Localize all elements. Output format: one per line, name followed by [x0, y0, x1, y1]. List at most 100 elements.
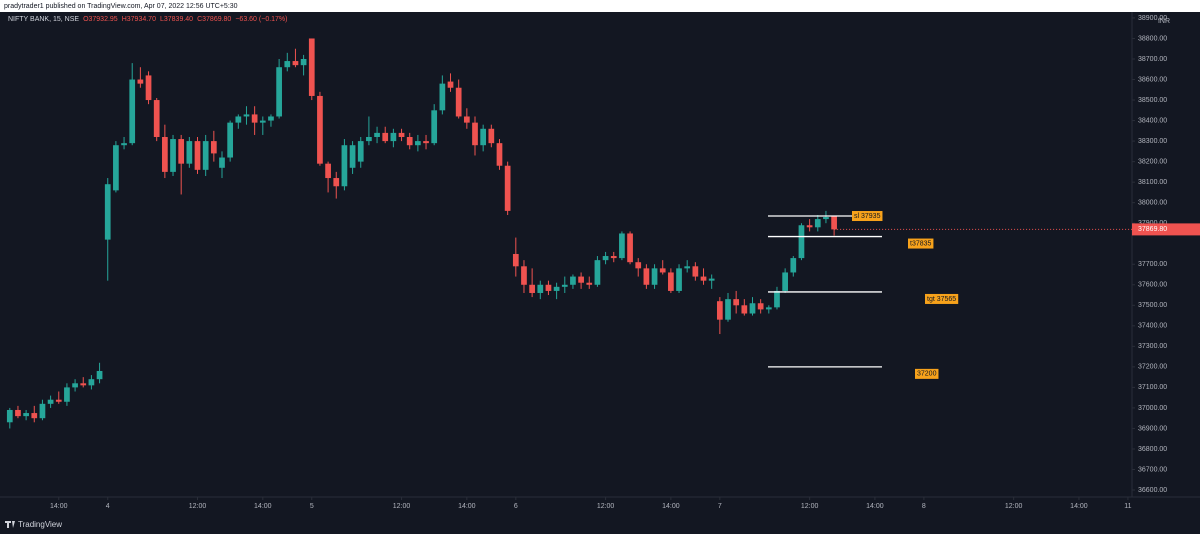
candle-body [300, 59, 307, 66]
candle-body [708, 278, 715, 281]
candle-body [243, 114, 250, 117]
candle-body [627, 233, 633, 263]
candle-body [349, 145, 356, 168]
x-tick-label: 14:00 [1070, 503, 1088, 510]
last-price-tag [1132, 223, 1200, 236]
footer-bar [0, 515, 1200, 534]
candle-body [64, 387, 70, 402]
candle-body [194, 141, 201, 170]
candle-body [202, 141, 209, 170]
y-tick-label: 38800.00 [1138, 35, 1167, 42]
y-tick-label: 37000.00 [1138, 405, 1167, 412]
candle-body [725, 299, 731, 320]
level-label-bg [915, 368, 939, 379]
candle-body [455, 87, 462, 117]
candle-body [398, 132, 405, 137]
publisher-text: pradytrader1 published on TradingView.co… [4, 3, 238, 10]
x-tick-label: 12:00 [801, 503, 819, 510]
x-tick-label: 4 [106, 503, 110, 510]
candle-body [325, 163, 331, 179]
candle-body [153, 100, 160, 137]
level-label: t37835 [910, 240, 932, 247]
legend-change: −63.60 (−0.17%) [235, 16, 287, 23]
candle-body [504, 165, 511, 211]
x-tick-label: 14:00 [50, 503, 68, 510]
candle-body [619, 233, 625, 259]
y-tick-label: 38200.00 [1138, 158, 1167, 165]
candle-body [570, 276, 576, 285]
candle-body [782, 272, 788, 291]
legend-symbol: NIFTY BANK, 15, NSE [8, 16, 79, 23]
candle-body [137, 79, 144, 84]
y-tick-label: 38100.00 [1138, 179, 1167, 186]
y-tick-label: 38600.00 [1138, 76, 1167, 83]
candle-body [790, 258, 797, 273]
last-price-label: 37869.80 [1138, 226, 1167, 233]
y-tick-label: 36700.00 [1138, 466, 1167, 473]
brand-text: TradingView [18, 520, 62, 529]
candle-body [447, 81, 454, 88]
candle-body [512, 253, 519, 267]
candle-body [529, 284, 535, 293]
candle-body [472, 122, 478, 146]
level-label-bg [925, 293, 959, 304]
candle-body [15, 409, 21, 417]
x-tick-label: 11 [1124, 503, 1131, 510]
x-tick-label: 14:00 [458, 503, 476, 510]
x-tick-label: 14:00 [662, 503, 680, 510]
candle-body [521, 266, 527, 285]
candle-body [578, 276, 584, 283]
candle-body [798, 225, 805, 259]
candle-body [610, 256, 617, 259]
candle-body [80, 383, 87, 386]
candle-body [162, 136, 168, 172]
candle-body [757, 303, 764, 310]
candle-body [765, 307, 772, 310]
y-tick-label: 37700.00 [1138, 261, 1167, 268]
candle-body [374, 132, 380, 137]
candle-body [733, 299, 740, 306]
candle-body [6, 409, 13, 423]
candle-body [284, 61, 291, 68]
candle-body [88, 379, 95, 386]
candle-body [235, 116, 242, 123]
candle-body [308, 38, 315, 96]
candle-body [488, 128, 495, 144]
candle-body [496, 143, 503, 166]
candle-body [39, 403, 46, 419]
y-tick-label: 38400.00 [1138, 117, 1167, 124]
candle-body [366, 136, 372, 142]
candle-body [129, 79, 136, 144]
candle-body [113, 145, 119, 191]
candle-body [692, 266, 699, 277]
candle-body [72, 383, 78, 388]
candle-body [635, 262, 642, 269]
x-tick-label: 12:00 [597, 503, 615, 510]
candle-body [480, 128, 487, 146]
candle-body [333, 178, 340, 187]
candle-body [806, 225, 813, 228]
level-label: sl 37935 [854, 213, 881, 220]
level-label: tgt 37565 [927, 296, 956, 303]
legend: NIFTY BANK, 15, NSE O37932.95 H37934.70 L37… [8, 16, 288, 23]
x-tick-label: 14:00 [866, 503, 884, 510]
candle-body [439, 83, 446, 111]
header-bar [0, 0, 1200, 12]
candle-body [553, 286, 560, 291]
legend-close: C37869.80 [197, 16, 231, 23]
candle-body [55, 399, 62, 402]
y-tick-label: 38000.00 [1138, 200, 1167, 207]
candle-body [431, 110, 438, 144]
x-tick-label: 6 [514, 503, 518, 510]
candle-body [31, 413, 38, 419]
candle-body [602, 256, 609, 261]
level-label-bg [852, 211, 883, 222]
candle-body [251, 114, 258, 123]
candle-body [668, 272, 674, 291]
candle-body [749, 303, 756, 314]
x-tick-label: 12:00 [189, 503, 207, 510]
candle-body [423, 141, 429, 144]
candle-body [210, 141, 217, 154]
candle-body [268, 116, 274, 121]
level-label: 37200 [917, 371, 937, 378]
